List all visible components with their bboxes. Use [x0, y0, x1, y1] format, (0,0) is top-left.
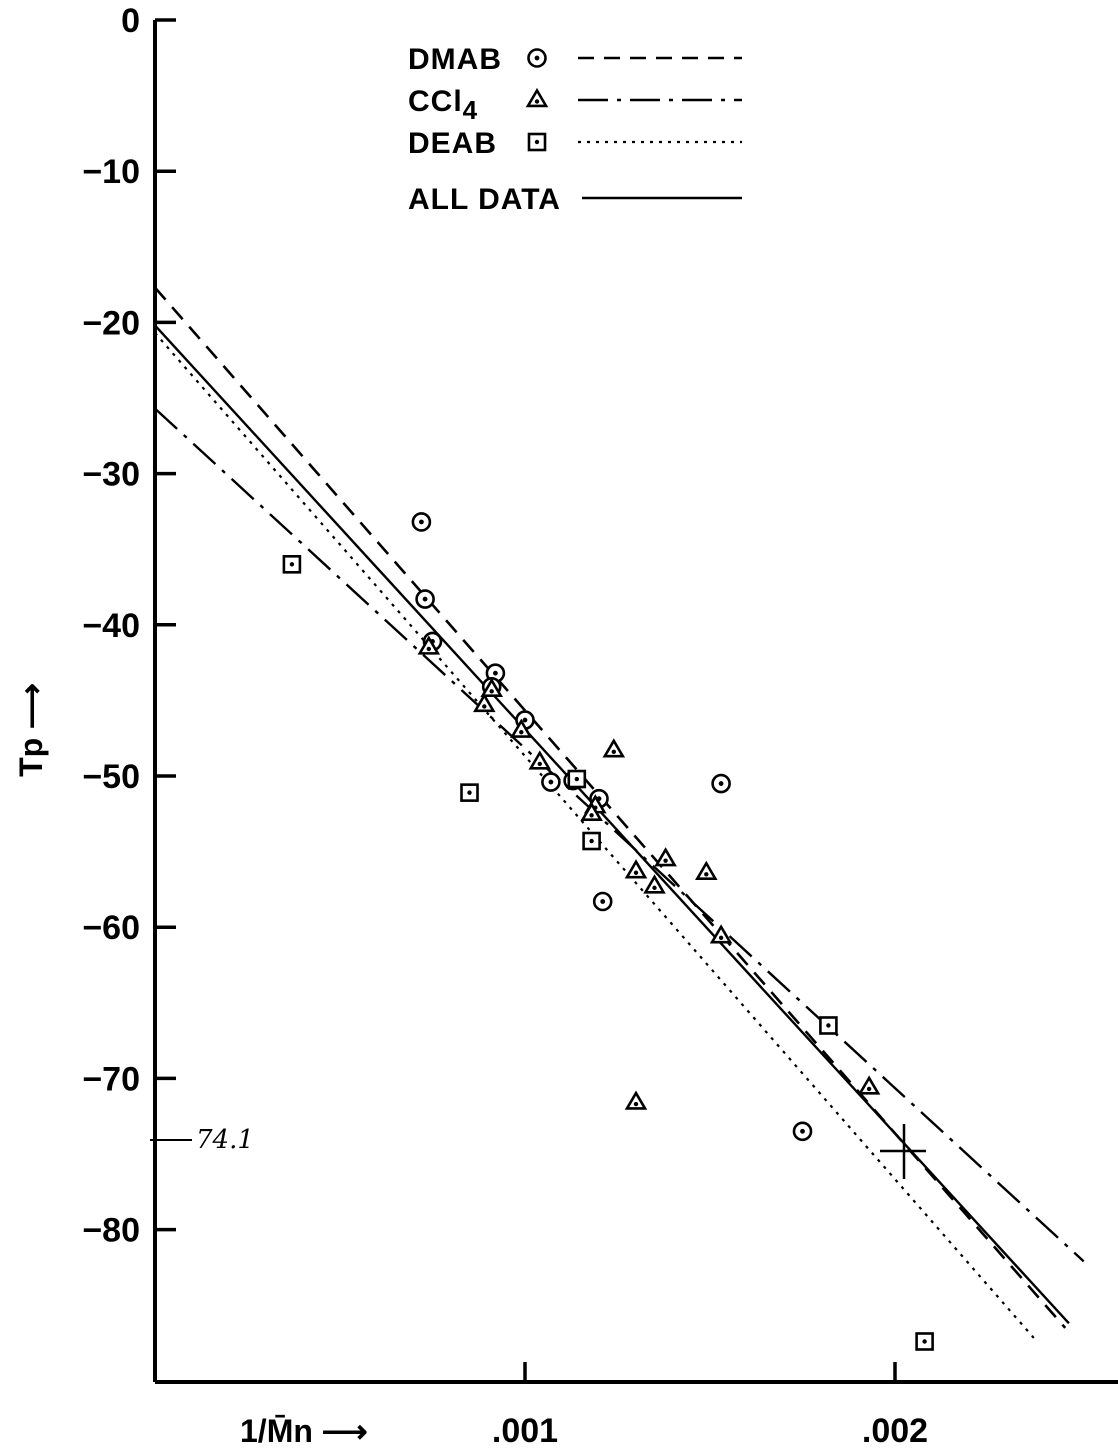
point-ccl4-11 [695, 860, 718, 880]
point-ccl4-9 [643, 874, 666, 894]
y-tick-label-6: −60 [82, 909, 140, 947]
point-dmab-9 [592, 891, 613, 912]
point-dmab-6 [541, 772, 561, 792]
legend-marker-ccl4 [525, 87, 549, 108]
y-tick-label-3: −30 [82, 456, 140, 494]
fit-line-all-data [154, 324, 1070, 1325]
point-ccl4-8 [624, 859, 648, 879]
legend-label-ccl4: CCl4 [408, 85, 478, 125]
y-tick-label-1: −10 [82, 153, 140, 191]
fit-line-ccl4 [154, 407, 1085, 1263]
fit-lines [154, 286, 1085, 1341]
y-tick-label-5: −50 [82, 758, 140, 796]
point-ccl4-0 [417, 635, 441, 655]
point-deab-2 [567, 769, 587, 789]
point-ccl4-1 [473, 692, 496, 713]
point-ccl4-13 [624, 1090, 648, 1110]
point-deab-3 [582, 831, 601, 851]
y-tick-label-2: −20 [82, 304, 140, 342]
legend-label-dmab: DMAB [408, 43, 502, 76]
point-ccl4-12 [709, 924, 733, 944]
point-ccl4-3 [510, 718, 533, 738]
y-axis-label: Tp ⟶ [13, 683, 49, 777]
point-deab-0 [282, 555, 302, 574]
point-deab-5 [915, 1332, 934, 1351]
data-points [282, 512, 934, 1351]
y-tick-label-7: −70 [82, 1060, 140, 1098]
point-dmab-10 [711, 773, 731, 794]
x-tick-label-1: .002 [862, 1412, 928, 1450]
y-ticks: 0 −10 −20 −30 −40 −50 −60 −70 −80 [82, 2, 176, 1250]
annotation-text: 74.1 [196, 1125, 254, 1155]
point-ccl4-2 [480, 677, 503, 698]
point-deab-4 [819, 1016, 838, 1035]
point-dmab-11 [792, 1121, 813, 1142]
point-dmab-0 [411, 512, 432, 532]
y-tick-label-0: 0 [121, 2, 140, 40]
x-ticks: .001 .002 [492, 1362, 928, 1450]
legend-label-deab: DEAB [408, 127, 497, 160]
x-axis-label: 1/M̄n ⟶ [240, 1413, 368, 1449]
point-dmab-1 [415, 589, 435, 609]
axes [153, 20, 1118, 1384]
y-tick-label-8: −80 [82, 1212, 140, 1250]
legend-marker-deab [527, 132, 547, 152]
legend-marker-dmab [527, 48, 547, 68]
x-tick-label-0: .001 [492, 1412, 558, 1450]
point-ccl4-7 [602, 738, 626, 758]
point-ccl4-14 [857, 1075, 881, 1095]
y-tick-label-4: −40 [82, 607, 140, 645]
handwritten-annotation: 74.1 [150, 1124, 926, 1179]
point-deab-1 [460, 783, 479, 802]
point-ccl4-6 [580, 801, 603, 821]
point-ccl4-10 [654, 847, 677, 867]
point-ccl4-4 [528, 750, 552, 770]
legend-label-all-data: ALL DATA [408, 183, 561, 216]
